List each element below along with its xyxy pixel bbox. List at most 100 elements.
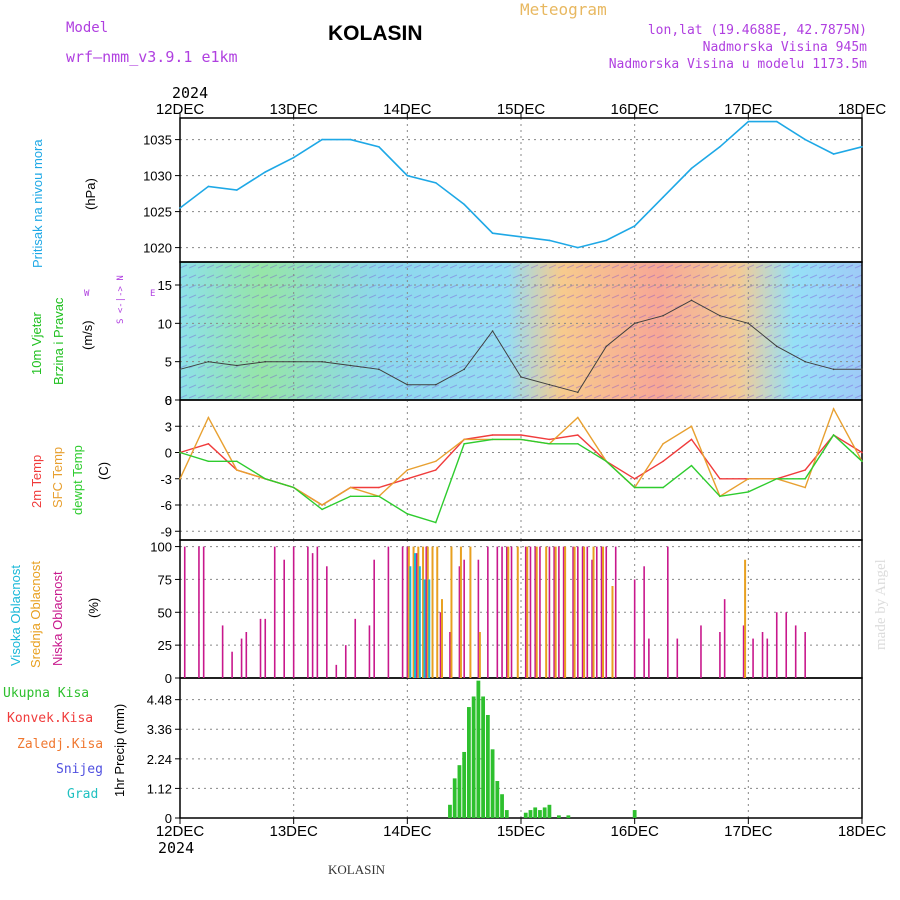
pressure-line-point [434,182,437,184]
temp-line-1-point [406,469,409,471]
y-tick-label: 10 [158,316,172,331]
x-tick-label-bottom: 18DEC [838,823,887,840]
wind-barb-field [179,264,863,399]
pressure-line-point [179,207,181,209]
temp-line-1-point [804,486,806,489]
precip-label-grad: Grad [67,787,99,802]
temp-line-2-point [491,438,494,441]
x-tick-label-bottom: 15DEC [497,823,546,840]
y-tick-label: 25 [158,638,172,653]
wind-speed-line-point [577,391,579,394]
pressure-line-point [207,185,210,188]
temp-line-1-point [349,486,352,489]
precip-bar [556,815,561,818]
x-tick-label-top: 18DEC [838,101,887,118]
precip-panel-frame [179,677,863,819]
precip-bar [471,696,476,818]
temp-line-2-point [747,491,750,493]
temp-line-2-point [633,486,636,489]
wind-speed-line-point [520,376,522,378]
temp-line-0-point [378,486,380,489]
precip-label-conv: Konvek.Kisa [7,711,94,726]
wind-speed-line-point [633,322,636,325]
temp-line-2-point [832,434,835,436]
pressure-line-point [690,167,693,170]
temp-line-2-point [605,460,608,463]
y-tick-label: 4.48 [147,693,172,708]
y-tick-label: 1.12 [147,781,172,796]
temp-line-0-point [577,434,579,436]
temp-panel-frame [179,399,863,541]
x-tick-label-bottom: 14DEC [383,823,432,840]
pressure-line-point [577,246,579,249]
y-tick-label: 3 [165,419,172,434]
wind-speed-line-point [491,330,494,332]
y-tick-label: 1020 [143,241,172,256]
temp-line-2-point [662,486,664,489]
meteogram-title: Meteogram [520,0,607,19]
pressure-line-point [548,239,551,242]
wind-speed-line-point [775,345,778,348]
precip-bar [448,804,452,818]
temp-line-2-point [775,477,778,480]
temp-line-2-point [179,451,181,454]
temp-line-0-point [861,451,863,454]
x-tick-label-top: 12DEC [156,101,205,118]
precip-bar [533,807,538,818]
temp-line-1-point [434,460,437,463]
wind-speed-line-point [719,314,721,317]
temp-line-2-point [804,477,806,480]
precip-bar [632,810,637,818]
precip-bar [490,749,495,818]
wind-speed-line-point [463,368,465,371]
y-tick-label: 2.24 [147,752,172,767]
temp-line-1-point [577,416,579,419]
x-tick-label-top: 16DEC [610,101,659,118]
temp-line-1-point [463,438,465,441]
y-tick-label: 75 [158,572,172,587]
pressure-line-point [861,146,863,148]
wind-speed-line-point [321,360,323,363]
y-tick-label: 1030 [143,169,172,184]
temp-line-2-point [463,442,465,445]
y-tick-label: 0 [165,671,172,686]
temp-line-1-point [321,504,323,506]
footer-station: KOLASIN [328,862,386,877]
pressure-line-point [406,174,409,177]
temp-line-2-point [406,512,409,515]
pressure-line-point [378,146,380,148]
x-tick-label-top: 13DEC [269,101,318,118]
precip-bar [476,680,481,818]
temp-line-2-point [861,460,863,463]
pressure-line-point [236,189,238,191]
wind-speed-line-point [207,360,210,363]
wind-speed-line-point [349,364,352,367]
wind-speed-line-point [747,322,750,325]
precip-bar [452,778,457,818]
lonlat: lon,lat (19.4688E, 42.7875N) [647,23,867,38]
wind-compass-w: W [84,289,90,299]
pressure-line-point [520,236,522,238]
pressure-line-point [491,232,494,234]
y-tick-label: -6 [160,498,172,513]
precip-bar [566,815,571,818]
model-label: Model [66,20,109,36]
precip-bar [528,810,533,818]
pressure-line-point [292,156,295,159]
wind-speed-line-point [179,368,181,371]
model-elevation: Nadmorska Visina u modelu 1173.5m [608,57,867,72]
y-tick-label: 1035 [143,133,172,148]
temp-line-0-point [804,469,806,471]
pressure-line-point [264,171,267,173]
x-tick-label-top: 17DEC [724,101,773,118]
temp-line-0-point [406,477,409,480]
temp-line-0-point [548,438,551,441]
precip-bar [504,810,509,818]
wind-speed-line-point [861,368,863,371]
pressure-line-point [605,239,608,242]
temp-line-2-point [520,438,522,441]
y-tick-label: 15 [158,278,172,293]
x-tick-label-bottom: 12DEC [156,823,205,840]
pressure-line-point [662,196,664,198]
temp-line-1-point [747,477,750,480]
